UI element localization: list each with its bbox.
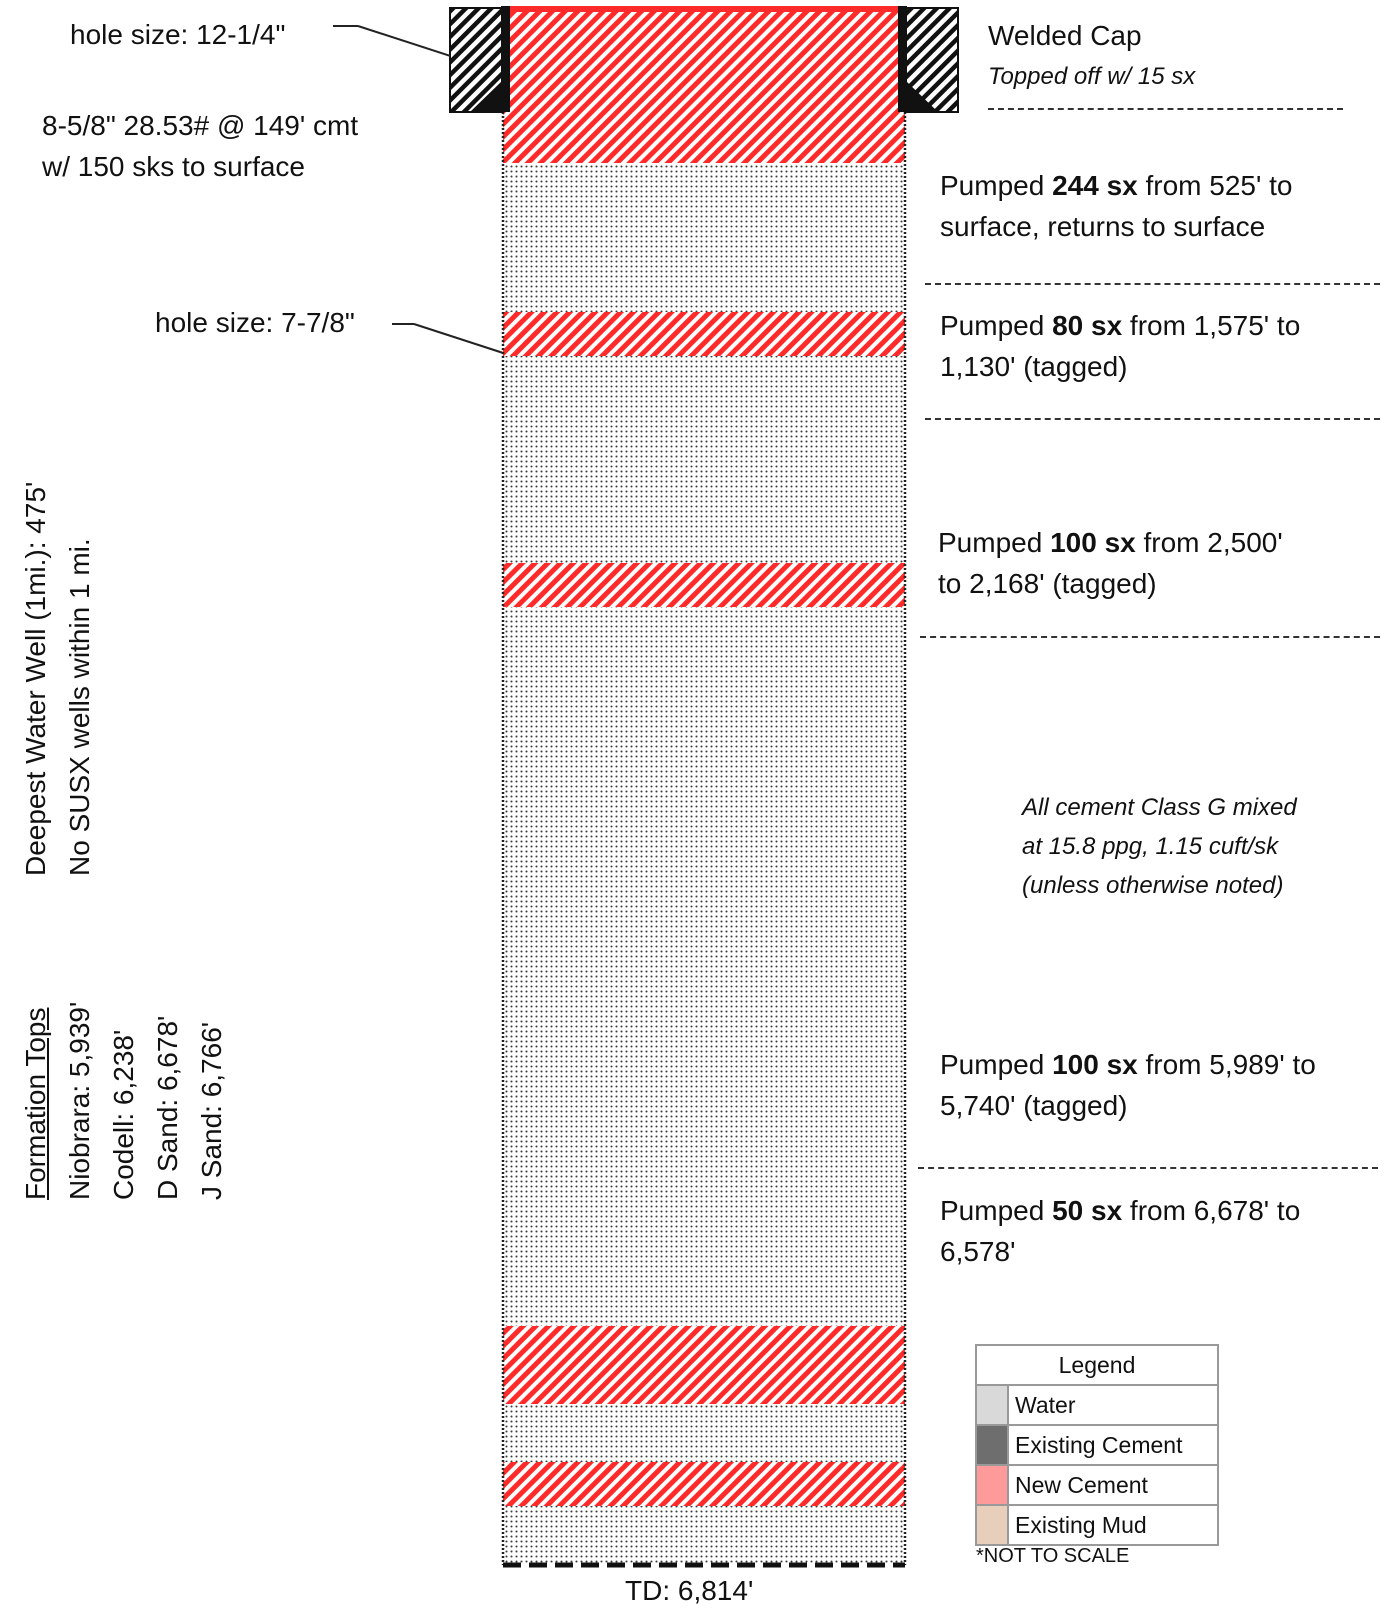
divider-2 [925, 283, 1380, 285]
formation-top-d-sand: D Sand: 6,678' [152, 1015, 183, 1200]
legend-title: Legend [977, 1346, 1217, 1386]
legend-label: New Cement [1015, 1472, 1148, 1498]
formation-tops-title: Formation Tops [20, 1007, 51, 1200]
divider-5 [918, 1167, 1378, 1169]
td-label: TD: 6,814' [625, 1575, 754, 1606]
plug-1-line1: Pumped 244 sx from 525' to [940, 170, 1293, 201]
divider-3 [925, 418, 1380, 420]
plug-2-line1: Pumped 80 sx from 1,575' to [940, 310, 1301, 341]
cap-line [503, 6, 905, 12]
legend-label: Existing Cement [1015, 1432, 1183, 1458]
legend-swatch [977, 1506, 1009, 1544]
legend-swatch [977, 1466, 1009, 1504]
surface-hole-size-label: hole size: 12-1/4" [70, 19, 286, 50]
legend-item-water: Water [977, 1386, 1217, 1426]
formation-top-niobrara: Niobrara: 5,939' [64, 1001, 95, 1200]
cement-note-line2: at 15.8 ppg, 1.15 cuft/sk [1022, 833, 1279, 860]
cement-plug-3 [503, 563, 905, 607]
legend-item-existing-mud: Existing Mud [977, 1506, 1217, 1544]
cement-plug-4 [503, 1326, 905, 1404]
plug-1-line2: surface, returns to surface [940, 211, 1266, 242]
plug-4-line1: Pumped 100 sx from 5,989' to [940, 1049, 1316, 1080]
plug-3-line1: Pumped 100 sx from 2,500' [938, 527, 1283, 558]
water-well-line2: No SUSX wells within 1 mi. [64, 538, 95, 876]
legend-label: Water [1015, 1392, 1076, 1418]
surface-casing-label-line2: w/ 150 sks to surface [42, 151, 306, 182]
not-to-scale-note: *NOT TO SCALE [976, 1545, 1130, 1567]
plug-5-line1: Pumped 50 sx from 6,678' to [940, 1195, 1301, 1226]
legend-label: Existing Mud [1015, 1512, 1147, 1538]
cement-note-line3: (unless otherwise noted) [1022, 872, 1284, 899]
divider-1 [988, 108, 1343, 110]
surface-cement-plug [503, 8, 905, 163]
leader-surface-hole [333, 25, 358, 27]
legend-swatch [977, 1386, 1009, 1424]
legend-item-new-cement: New Cement [977, 1466, 1217, 1506]
welded-cap-label: Welded Cap [988, 20, 1142, 51]
leader-production-hole [392, 323, 414, 325]
cement-plug-2 [503, 312, 905, 356]
formation-top-codell: Codell: 6,238' [108, 1029, 139, 1200]
mud-column [503, 8, 905, 1563]
legend-swatch [977, 1426, 1009, 1464]
plug-5-line2: 6,578' [940, 1236, 1016, 1267]
plug-3-line2: to 2,168' (tagged) [938, 568, 1157, 599]
cap-note: Topped off w/ 15 sx [988, 63, 1196, 90]
formation-top-j-sand: J Sand: 6,766' [196, 1021, 227, 1200]
cement-note-line1: All cement Class G mixed [1022, 794, 1297, 821]
plug-4-line2: 5,740' (tagged) [940, 1090, 1128, 1121]
surface-casing-label-line1: 8-5/8" 28.53# @ 149' cmt [42, 110, 359, 141]
legend: Legend Water Existing Cement New Cement … [975, 1344, 1219, 1546]
production-hole-size-label: hole size: 7-7/8" [155, 307, 355, 338]
cement-plug-5 [503, 1462, 905, 1506]
water-well-line1: Deepest Water Well (1mi.): 475' [20, 481, 51, 876]
legend-item-existing-cement: Existing Cement [977, 1426, 1217, 1466]
plug-2-line2: 1,130' (tagged) [940, 351, 1128, 382]
divider-4 [920, 636, 1380, 638]
